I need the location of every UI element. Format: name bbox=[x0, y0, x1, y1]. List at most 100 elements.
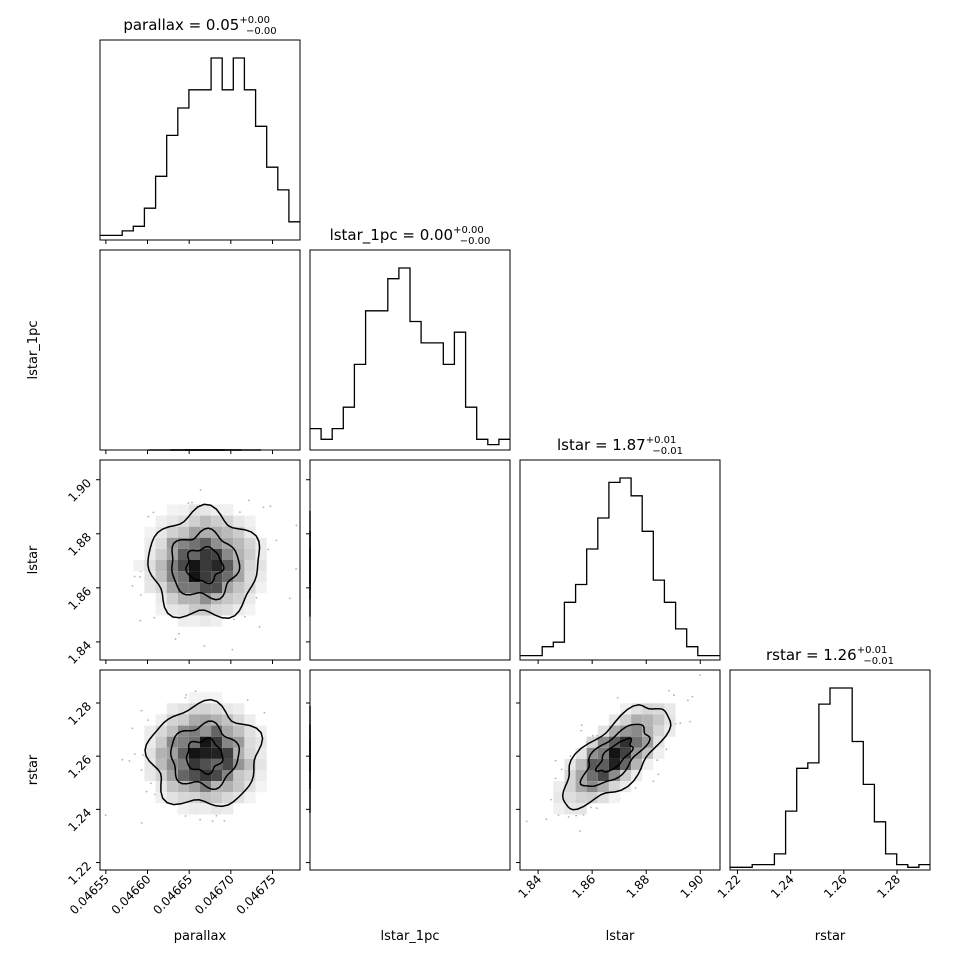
density-cell bbox=[200, 725, 212, 737]
density-cell bbox=[177, 758, 189, 770]
density-cell bbox=[188, 515, 200, 527]
density-cell bbox=[188, 792, 200, 804]
density-cell bbox=[255, 758, 267, 770]
density-cell bbox=[144, 560, 156, 572]
density-cell bbox=[255, 537, 267, 549]
panel-parallax-vs-lstar bbox=[131, 489, 298, 651]
density-cell bbox=[233, 604, 245, 616]
sample-point bbox=[246, 699, 249, 701]
density-cell bbox=[575, 803, 587, 815]
density-cell bbox=[222, 758, 234, 770]
density-cell bbox=[244, 758, 256, 770]
density-cell bbox=[620, 747, 632, 759]
density-cell bbox=[166, 714, 178, 726]
density-cell bbox=[608, 781, 620, 793]
density-cell bbox=[631, 703, 643, 715]
density-cell bbox=[188, 571, 200, 583]
sample-point bbox=[187, 502, 190, 504]
density-cell bbox=[177, 560, 189, 572]
density-cell bbox=[586, 792, 598, 804]
density-cell bbox=[155, 725, 167, 737]
x-axis-label-lstar_1pc: lstar_1pc bbox=[381, 929, 440, 944]
density-cell bbox=[620, 703, 632, 715]
density-cell bbox=[177, 792, 189, 804]
sample-point bbox=[689, 720, 691, 723]
panel-lstar-vs-rstar bbox=[525, 674, 701, 832]
density-cell bbox=[586, 758, 598, 770]
density-cell bbox=[222, 803, 234, 815]
density-cell bbox=[244, 725, 256, 737]
sample-point bbox=[554, 759, 557, 762]
density-cell bbox=[620, 781, 632, 793]
contour-line bbox=[185, 737, 224, 776]
density-cell bbox=[200, 703, 212, 715]
density-cell bbox=[188, 803, 200, 815]
density-cell bbox=[664, 703, 676, 715]
sample-point bbox=[687, 699, 689, 702]
density-cell bbox=[255, 747, 267, 759]
sample-point bbox=[178, 632, 180, 635]
contour-line bbox=[169, 720, 241, 790]
density-cell bbox=[188, 593, 200, 605]
density-cell bbox=[222, 747, 234, 759]
sample-point bbox=[152, 511, 155, 514]
y-tick-label: 1.88 bbox=[65, 530, 94, 559]
density-cell bbox=[155, 571, 167, 583]
sample-point bbox=[582, 814, 585, 816]
sample-point bbox=[199, 818, 202, 821]
density-cell bbox=[177, 604, 189, 616]
sample-point bbox=[139, 619, 142, 622]
panel-frame-lstar_1pc-vs-rstar bbox=[309, 669, 511, 871]
sample-point bbox=[248, 499, 250, 502]
density-cell bbox=[244, 515, 256, 527]
sample-point bbox=[184, 815, 187, 817]
sample-point bbox=[699, 674, 701, 676]
density-cell bbox=[155, 736, 167, 748]
sample-point bbox=[203, 645, 206, 647]
density-cell bbox=[222, 593, 234, 605]
density-cell bbox=[188, 758, 200, 770]
density-cell bbox=[211, 725, 223, 737]
panel-parallax-vs-rstar bbox=[104, 690, 267, 824]
density-cell bbox=[211, 792, 223, 804]
density-cell bbox=[233, 758, 245, 770]
density-cell bbox=[244, 781, 256, 793]
contour-line bbox=[144, 698, 264, 808]
sample-point bbox=[140, 769, 143, 771]
density-cell bbox=[144, 747, 156, 759]
density-cell bbox=[255, 571, 267, 583]
sample-point bbox=[258, 626, 261, 628]
panel-frame-parallax bbox=[99, 39, 301, 241]
sample-point bbox=[191, 501, 193, 504]
density-cell bbox=[608, 758, 620, 770]
density-cell bbox=[200, 692, 212, 704]
sample-point bbox=[616, 697, 619, 699]
density-cell bbox=[664, 725, 676, 737]
sample-point bbox=[691, 695, 694, 698]
density-cell bbox=[233, 560, 245, 572]
density-cell bbox=[166, 571, 178, 583]
sample-point bbox=[554, 777, 557, 780]
density-cell bbox=[177, 736, 189, 748]
x-axis-label-lstar: lstar bbox=[606, 929, 635, 944]
density-cell bbox=[222, 703, 234, 715]
density-cell bbox=[166, 515, 178, 527]
sample-point bbox=[289, 597, 291, 600]
panel-frame-parallax-vs-lstar_1pc bbox=[99, 249, 301, 451]
density-cell bbox=[211, 747, 223, 759]
density-cell bbox=[155, 604, 167, 616]
contour-line bbox=[594, 737, 634, 773]
density-cell bbox=[144, 758, 156, 770]
density-cell bbox=[222, 548, 234, 560]
density-cell bbox=[222, 560, 234, 572]
density-cell bbox=[155, 758, 167, 770]
density-cell bbox=[233, 526, 245, 538]
density-cell bbox=[620, 770, 632, 782]
density-cell bbox=[564, 781, 576, 793]
x-tick-label: 0.04675 bbox=[234, 872, 279, 917]
density-cell bbox=[200, 714, 212, 726]
density-cell bbox=[222, 515, 234, 527]
sample-point bbox=[140, 709, 143, 712]
density-cell bbox=[155, 792, 167, 804]
density-cell bbox=[222, 736, 234, 748]
